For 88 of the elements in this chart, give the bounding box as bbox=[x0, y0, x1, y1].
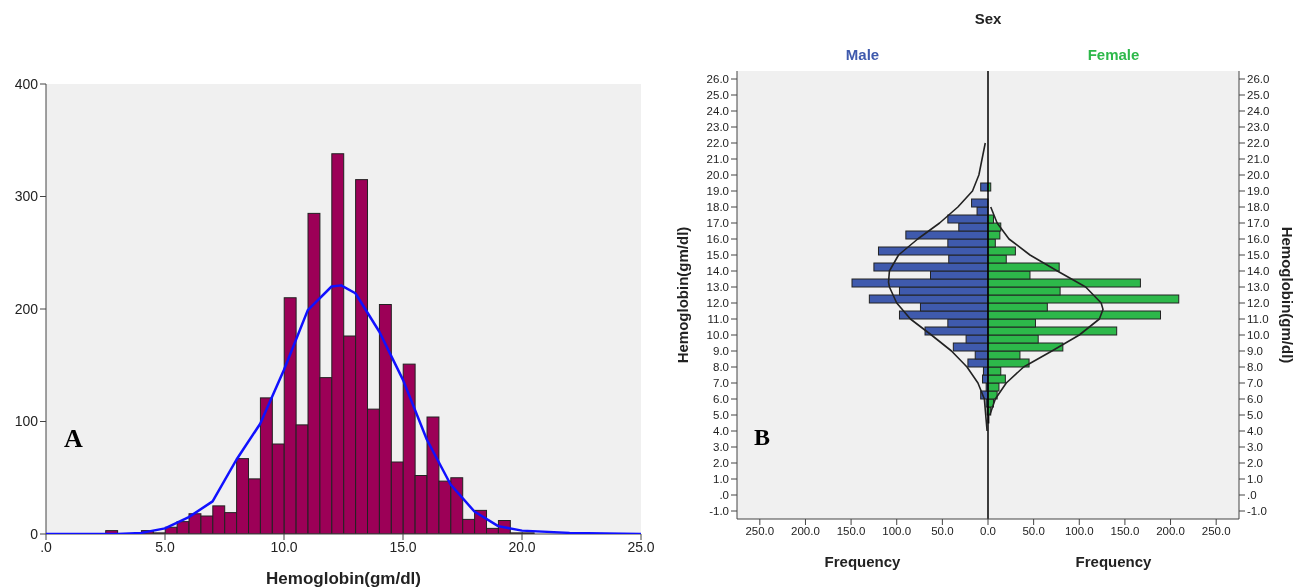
x-tick-label: 50.0 bbox=[931, 525, 954, 538]
y2-tick-label: 1.0 bbox=[1247, 473, 1263, 486]
y2-tick-label: 8.0 bbox=[1247, 361, 1263, 374]
y-tick-label: 200 bbox=[14, 300, 39, 317]
x-tick-label: 15.0 bbox=[389, 538, 417, 555]
y-tick-label: 10.0 bbox=[706, 329, 729, 342]
y-tick-label: 300 bbox=[14, 188, 39, 205]
y-tick-label: 15.0 bbox=[706, 249, 729, 262]
x-tick-label: 100.0 bbox=[1064, 525, 1094, 538]
y-tick-label: 26.0 bbox=[706, 73, 729, 86]
x-tick-label: 100.0 bbox=[882, 525, 912, 538]
y2-axis-title: Hemoglobin(gm/dl) bbox=[1279, 226, 1296, 364]
y2-tick-label: 10.0 bbox=[1247, 329, 1270, 342]
y-tick-label: 14.0 bbox=[706, 265, 729, 278]
y2-tick-label: 15.0 bbox=[1247, 249, 1270, 262]
y-tick-label: 23.0 bbox=[706, 121, 729, 134]
y2-tick-label: 4.0 bbox=[1247, 425, 1263, 438]
y-tick-label: 2.0 bbox=[713, 457, 729, 470]
y-tick-label: 21.0 bbox=[706, 153, 729, 166]
x-tick-label: 20.0 bbox=[508, 538, 536, 555]
y-tick-label: 1.0 bbox=[713, 473, 729, 486]
y2-tick-label: 5.0 bbox=[1247, 409, 1263, 422]
y2-tick-label: 21.0 bbox=[1247, 153, 1270, 166]
y-tick-label: .0 bbox=[719, 489, 729, 502]
y2-tick-label: 20.0 bbox=[1247, 169, 1270, 182]
x-tick-label: 150.0 bbox=[1110, 525, 1140, 538]
x-tick-label: 25.0 bbox=[627, 538, 655, 555]
y-tick-label: 6.0 bbox=[713, 393, 729, 406]
y2-tick-label: 24.0 bbox=[1247, 105, 1270, 118]
chart-title: Sex bbox=[974, 10, 1002, 27]
y-tick-label: 20.0 bbox=[706, 169, 729, 182]
y-tick-label: 4.0 bbox=[713, 425, 729, 438]
x-tick-label: 50.0 bbox=[1022, 525, 1045, 538]
y2-tick-label: 7.0 bbox=[1247, 377, 1263, 390]
x-tick-label: 10.0 bbox=[270, 538, 298, 555]
x-tick-label: 200.0 bbox=[1156, 525, 1185, 538]
text: Male bbox=[845, 46, 880, 63]
y2-tick-label: -1.0 bbox=[1247, 505, 1267, 518]
y2-tick-label: 17.0 bbox=[1247, 217, 1270, 230]
y-tick-label: 0 bbox=[30, 525, 39, 542]
y-tick-label: 13.0 bbox=[706, 281, 729, 294]
x-tick-label: 5.0 bbox=[155, 538, 175, 555]
text: Frequency bbox=[1075, 553, 1152, 570]
y-tick-label: 25.0 bbox=[706, 89, 729, 102]
y2-tick-label: 23.0 bbox=[1247, 121, 1270, 134]
x-tick-label: .0 bbox=[40, 538, 53, 555]
x-tick-label: 250.0 bbox=[1201, 525, 1231, 538]
y-tick-label: 7.0 bbox=[713, 377, 729, 390]
x-axis-title: Frequency bbox=[824, 553, 901, 570]
y-tick-label: 8.0 bbox=[713, 361, 729, 374]
y-tick-label: 18.0 bbox=[706, 201, 729, 214]
x-axis-title: Hemoglobin(gm/dl) bbox=[266, 569, 421, 588]
y-tick-label: 16.0 bbox=[706, 233, 729, 246]
y-tick-label: 9.0 bbox=[713, 345, 729, 358]
y-tick-label: 100 bbox=[14, 413, 39, 430]
x-tick-label: 250.0 bbox=[745, 525, 775, 538]
y-tick-label: -1.0 bbox=[709, 505, 729, 518]
x-tick-label: 0.0 bbox=[980, 525, 996, 538]
y-tick-label: 17.0 bbox=[706, 217, 729, 230]
y-tick-label: 5.0 bbox=[713, 409, 729, 422]
y-tick-label: 11.0 bbox=[707, 313, 729, 326]
y-tick-label: 22.0 bbox=[706, 137, 729, 150]
y2-tick-label: 26.0 bbox=[1247, 73, 1270, 86]
y2-tick-label: 6.0 bbox=[1247, 393, 1263, 406]
y2-tick-label: 22.0 bbox=[1247, 137, 1270, 150]
y-tick-label: 12.0 bbox=[706, 297, 729, 310]
y2-tick-label: .0 bbox=[1247, 489, 1257, 502]
y-tick-label: 24.0 bbox=[706, 105, 729, 118]
y-tick-label: 3.0 bbox=[713, 441, 729, 454]
y2-tick-label: 16.0 bbox=[1247, 233, 1270, 246]
y2-tick-label: 19.0 bbox=[1247, 185, 1270, 198]
y-axis-title: Hemoglobin(gm/dl) bbox=[674, 226, 691, 364]
y2-tick-label: 25.0 bbox=[1247, 89, 1270, 102]
annotation: B bbox=[754, 424, 771, 450]
y2-tick-label: 3.0 bbox=[1247, 441, 1263, 454]
y2-tick-label: 9.0 bbox=[1247, 345, 1263, 358]
y-tick-label: 400 bbox=[14, 75, 39, 92]
x-tick-label: 200.0 bbox=[791, 525, 820, 538]
text: Female bbox=[1087, 46, 1140, 63]
y2-tick-label: 13.0 bbox=[1247, 281, 1270, 294]
y2-tick-label: 18.0 bbox=[1247, 201, 1270, 214]
y2-tick-label: 12.0 bbox=[1247, 297, 1270, 310]
annotation: A bbox=[64, 424, 83, 453]
x-tick-label: 150.0 bbox=[836, 525, 866, 538]
y2-tick-label: 14.0 bbox=[1247, 265, 1270, 278]
y2-tick-label: 11.0 bbox=[1247, 313, 1269, 326]
y-tick-label: 19.0 bbox=[706, 185, 729, 198]
y2-tick-label: 2.0 bbox=[1247, 457, 1263, 470]
